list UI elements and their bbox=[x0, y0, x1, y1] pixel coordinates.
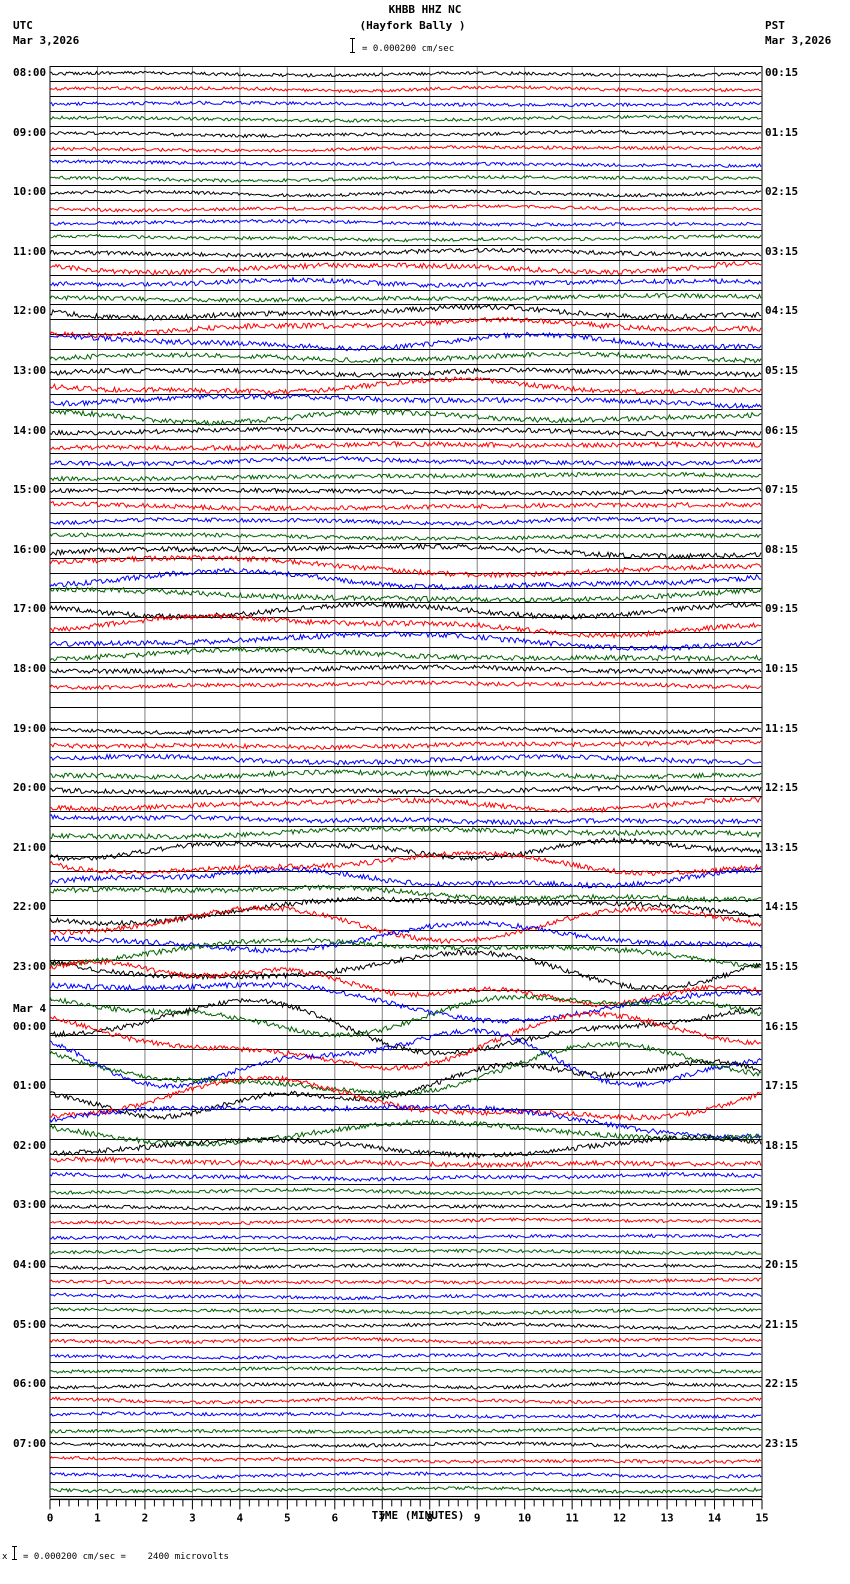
utc-hour-label: 02:00 bbox=[13, 1138, 47, 1152]
right-date: Mar 3,2026 bbox=[765, 34, 832, 47]
utc-hour-label: 14:00 bbox=[13, 423, 47, 437]
station-title: KHBB HHZ NC bbox=[388, 3, 462, 16]
pst-hour-label: 06:15 bbox=[765, 423, 799, 437]
svg-text:11: 11 bbox=[566, 1511, 580, 1524]
footer-scale-note: = 0.000200 cm/sec = 2400 microvolts bbox=[23, 1552, 229, 1562]
svg-text:5: 5 bbox=[284, 1511, 291, 1524]
pst-hour-label: 03:15 bbox=[765, 244, 799, 258]
utc-hour-label: 21:00 bbox=[13, 840, 47, 854]
pst-hour-label: 02:15 bbox=[765, 185, 799, 199]
utc-hour-label: 00:00 bbox=[13, 1019, 47, 1033]
utc-hour-label: 05:00 bbox=[13, 1317, 47, 1331]
utc-hour-label: 20:00 bbox=[13, 781, 47, 795]
svg-text:0: 0 bbox=[47, 1511, 54, 1524]
pst-hour-label: 13:15 bbox=[765, 840, 799, 854]
footer-scale-bar-icon bbox=[12, 1546, 17, 1560]
svg-text:8: 8 bbox=[426, 1511, 433, 1524]
scale-text: = 0.000200 cm/sec bbox=[362, 44, 455, 54]
pst-hour-label: 18:15 bbox=[765, 1138, 799, 1152]
utc-hour-label: 19:00 bbox=[13, 721, 47, 735]
utc-hour-label: 07:00 bbox=[13, 1436, 47, 1450]
svg-text:15: 15 bbox=[755, 1511, 768, 1524]
utc-hour-label: 11:00 bbox=[13, 244, 47, 258]
pst-hour-label: 05:15 bbox=[765, 364, 799, 377]
svg-text:1: 1 bbox=[94, 1511, 101, 1524]
pst-hour-label: 10:15 bbox=[765, 662, 799, 675]
svg-text:3: 3 bbox=[189, 1511, 196, 1524]
utc-hour-label: 18:00 bbox=[13, 662, 47, 675]
pst-hour-label: 11:15 bbox=[765, 721, 799, 735]
pst-hour-label: 21:15 bbox=[765, 1317, 799, 1331]
pst-hour-label: 00:15 bbox=[765, 66, 799, 79]
svg-text:2: 2 bbox=[142, 1511, 149, 1524]
svg-text:6: 6 bbox=[331, 1511, 338, 1524]
svg-text:10: 10 bbox=[518, 1511, 531, 1524]
utc-hour-label: 03:00 bbox=[13, 1198, 47, 1212]
left-date: Mar 3,2026 bbox=[13, 34, 80, 47]
pst-hour-label: 23:15 bbox=[765, 1436, 799, 1450]
pst-hour-label: 20:15 bbox=[765, 1258, 799, 1271]
scale-prefix: x bbox=[2, 1552, 8, 1562]
utc-hour-label: 06:00 bbox=[13, 1377, 47, 1391]
utc-hour-label: 16:00 bbox=[13, 542, 47, 556]
pst-hour-label: 15:15 bbox=[765, 960, 799, 973]
pst-hour-label: 09:15 bbox=[765, 602, 799, 616]
utc-hour-label: 22:00 bbox=[13, 900, 47, 914]
utc-hour-label: 08:00 bbox=[13, 66, 47, 79]
svg-text:9: 9 bbox=[474, 1511, 481, 1524]
utc-hour-label: 01:00 bbox=[13, 1079, 47, 1093]
utc-hour-label: 09:00 bbox=[13, 125, 47, 139]
day-change-label: Mar 4 bbox=[13, 1002, 47, 1015]
left-timezone: UTC bbox=[13, 19, 33, 32]
utc-hour-label: 10:00 bbox=[13, 185, 47, 199]
pst-hour-label: 12:15 bbox=[765, 781, 799, 795]
pst-hour-label: 17:15 bbox=[765, 1079, 799, 1093]
svg-text:14: 14 bbox=[708, 1511, 722, 1524]
pst-hour-label: 19:15 bbox=[765, 1198, 799, 1212]
pst-hour-label: 22:15 bbox=[765, 1377, 799, 1391]
station-location: (Hayfork Bally ) bbox=[359, 19, 466, 32]
utc-hour-label: 12:00 bbox=[13, 304, 47, 318]
utc-hour-label: 15:00 bbox=[13, 483, 47, 497]
pst-hour-label: 01:15 bbox=[765, 125, 799, 139]
utc-hour-label: 13:00 bbox=[13, 364, 47, 377]
pst-hour-label: 04:15 bbox=[765, 304, 799, 318]
svg-text:13: 13 bbox=[660, 1511, 673, 1524]
utc-hour-label: 04:00 bbox=[13, 1258, 47, 1271]
svg-text:12: 12 bbox=[613, 1511, 626, 1524]
utc-hour-label: 17:00 bbox=[13, 602, 47, 616]
right-timezone: PST bbox=[765, 19, 785, 32]
utc-hour-label: 23:00 bbox=[13, 960, 47, 973]
pst-hour-label: 14:15 bbox=[765, 900, 799, 914]
svg-text:4: 4 bbox=[237, 1511, 244, 1524]
pst-hour-label: 16:15 bbox=[765, 1019, 799, 1033]
pst-hour-label: 08:15 bbox=[765, 542, 799, 556]
x-axis-label: TIME (MINUTES) bbox=[371, 1509, 465, 1522]
svg-text:7: 7 bbox=[379, 1511, 386, 1524]
scale-bar-icon bbox=[350, 38, 355, 53]
pst-hour-label: 07:15 bbox=[765, 483, 799, 497]
